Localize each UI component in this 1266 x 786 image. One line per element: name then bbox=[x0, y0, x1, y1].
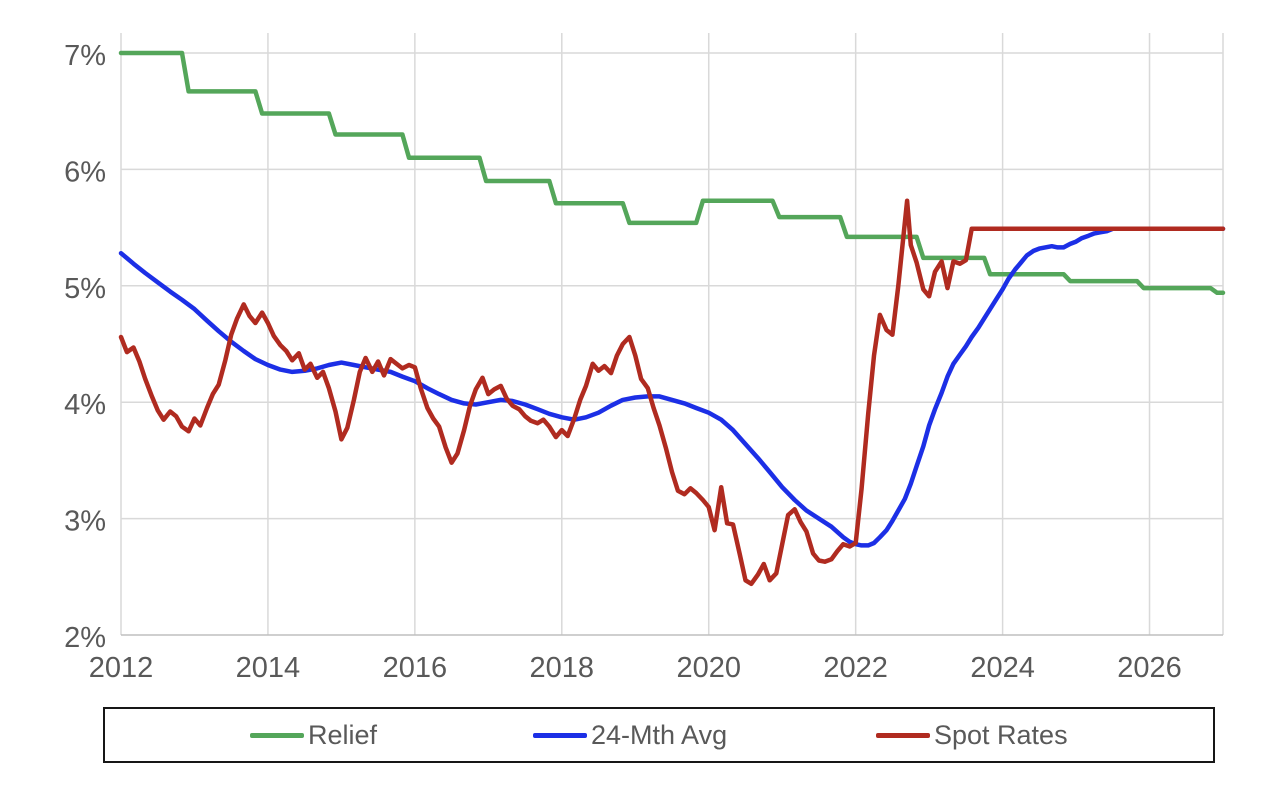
y-tick-label: 4% bbox=[64, 389, 106, 421]
x-axis-labels: 2012 2014 2016 2018 2020 2022 2024 2026 bbox=[89, 652, 1182, 684]
spot-rates-line-swatch bbox=[876, 732, 930, 738]
y-axis-labels: 7% 6% 5% 4% 3% 2% bbox=[64, 40, 106, 654]
x-tick-label: 2026 bbox=[1117, 652, 1182, 684]
relief-line-swatch bbox=[250, 732, 304, 738]
24mth-avg-line-swatch bbox=[533, 732, 587, 738]
x-tick-label: 2016 bbox=[383, 652, 448, 684]
gridlines bbox=[120, 33, 1224, 636]
legend-entry-spot-rates[interactable]: Spot Rates bbox=[876, 709, 1068, 761]
legend-label-24mth-avg: 24-Mth Avg bbox=[591, 719, 728, 750]
series-line-24-mth-avg[interactable] bbox=[118, 226, 1226, 548]
x-tick-label: 2012 bbox=[89, 652, 154, 684]
x-tick-label: 2014 bbox=[236, 652, 301, 684]
legend-entry-24mth-avg[interactable]: 24-Mth Avg bbox=[533, 709, 727, 761]
x-tick-label: 2020 bbox=[676, 652, 741, 684]
legend-entry-relief[interactable]: Relief bbox=[250, 709, 377, 761]
legend: Relief 24-Mth Avg Spot Rates bbox=[103, 707, 1215, 763]
series-line-spot-rates[interactable] bbox=[118, 198, 1226, 587]
y-tick-label: 2% bbox=[64, 622, 106, 654]
x-tick-label: 2018 bbox=[530, 652, 595, 684]
legend-label-relief: Relief bbox=[308, 719, 378, 750]
legend-label-spot-rates: Spot Rates bbox=[934, 719, 1068, 750]
x-tick-label: 2022 bbox=[823, 652, 888, 684]
series-line-relief[interactable] bbox=[118, 50, 1226, 296]
y-tick-label: 7% bbox=[64, 40, 106, 72]
x-tick-label: 2024 bbox=[970, 652, 1035, 684]
y-tick-label: 5% bbox=[64, 273, 106, 305]
y-tick-label: 6% bbox=[64, 156, 106, 188]
series-lines bbox=[118, 50, 1226, 587]
y-tick-label: 3% bbox=[64, 506, 106, 538]
